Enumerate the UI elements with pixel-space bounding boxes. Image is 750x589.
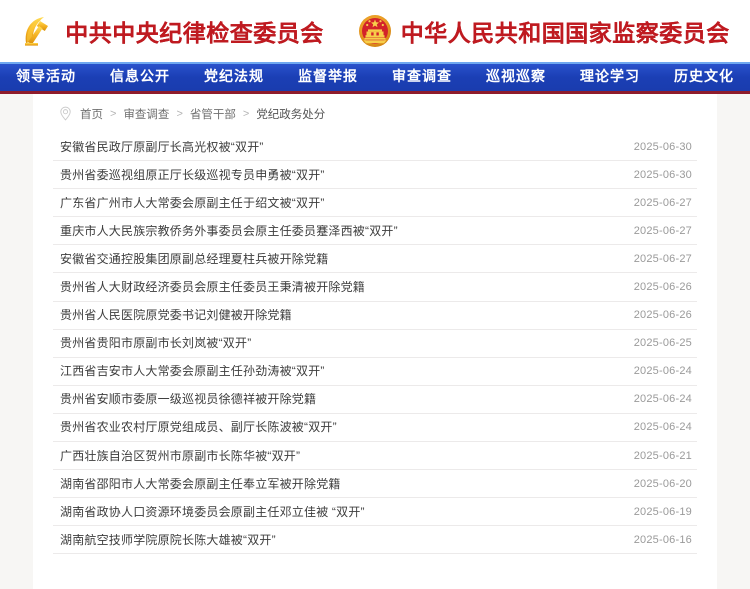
news-title: 广西壮族自治区贺州市原副市长陈华被“双开” [60, 449, 301, 462]
news-list-item[interactable]: 贵州省农业农村厅原党组成员、副厅长陈波被“双开” 2025-06-24 [53, 414, 697, 443]
news-title: 贵州省贵阳市原副市长刘岚被“双开” [60, 337, 252, 350]
org-nat-title: 中华人民共和国国家监察委员会 [401, 14, 730, 48]
news-date: 2025-06-27 [633, 224, 692, 237]
news-title: 贵州省委巡视组原正厅长级巡视专员申勇被“双开” [60, 168, 325, 181]
content-card: 首页 > 审查调查 > 省管干部 > 党纪政务处分 安徽省民政厅原副厅长高光权被… [33, 94, 717, 589]
news-list-item[interactable]: 湖南省政协人口资源环境委员会原副主任邓立佳被 “双开” 2025-06-19 [53, 498, 697, 527]
nav-item-theory[interactable]: 理论学习 [580, 70, 640, 85]
breadcrumb-item-provincial-cadres[interactable]: 省管干部 [189, 108, 236, 121]
nav-item-inspection[interactable]: 巡视巡察 [486, 70, 546, 85]
org-cpc[interactable]: 中共中央纪律检查委员会 [20, 13, 324, 49]
news-title: 安徽省交通控股集团原副总经理夏柱兵被开除党籍 [60, 252, 329, 265]
news-date: 2025-06-21 [633, 449, 692, 462]
news-date: 2025-06-26 [633, 309, 692, 322]
site-masthead: 中共中央纪律检查委员会 [0, 0, 750, 62]
news-list-item[interactable]: 湖南航空技师学院原院长陈大雄被“双开” 2025-06-16 [53, 526, 697, 555]
org-cpc-title: 中共中央纪律检查委员会 [65, 14, 324, 48]
news-list-item[interactable]: 广东省广州市人大常委会原副主任于绍文被“双开” 2025-06-27 [53, 189, 697, 218]
news-date: 2025-06-27 [633, 196, 692, 209]
news-list-item[interactable]: 贵州省人民医院原党委书记刘健被开除党籍 2025-06-26 [53, 302, 697, 330]
news-title: 贵州省安顺市委原一级巡视员徐德祥被开除党籍 [60, 393, 317, 406]
news-date: 2025-06-24 [633, 393, 692, 406]
news-list-item[interactable]: 贵州省安顺市委原一级巡视员徐德祥被开除党籍 2025-06-24 [53, 386, 697, 414]
breadcrumb-separator: > [110, 107, 117, 120]
news-list-item[interactable]: 江西省吉安市人大常委会原副主任孙劲涛被“双开” 2025-06-24 [53, 358, 697, 386]
news-list-item[interactable]: 广西壮族自治区贺州市原副市长陈华被“双开” 2025-06-21 [53, 442, 697, 471]
nav-item-disclosure[interactable]: 信息公开 [110, 70, 170, 85]
nav-item-history[interactable]: 历史文化 [674, 70, 734, 85]
news-title: 湖南航空技师学院原院长陈大雄被“双开” [60, 533, 276, 546]
nav-item-investigation[interactable]: 审查调查 [392, 70, 452, 85]
breadcrumb-item-investigation[interactable]: 审查调查 [123, 108, 170, 121]
national-emblem-icon [358, 14, 392, 48]
news-title: 贵州省人民医院原党委书记刘健被开除党籍 [60, 309, 292, 322]
content-wrapper: 首页 > 审查调查 > 省管干部 > 党纪政务处分 安徽省民政厅原副厅长高光权被… [0, 94, 750, 589]
news-date: 2025-06-25 [633, 337, 692, 350]
breadcrumb-separator: > [176, 107, 183, 120]
news-title: 重庆市人大民族宗教侨务外事委员会原主任委员蹇泽西被“双开” [60, 224, 398, 237]
news-title: 贵州省人大财政经济委员会原主任委员王秉清被开除党籍 [60, 281, 366, 294]
breadcrumb: 首页 > 审查调查 > 省管干部 > 党纪政务处分 [51, 94, 699, 133]
news-date: 2025-06-20 [633, 477, 692, 490]
news-title: 贵州省农业农村厅原党组成员、副厅长陈波被“双开” [60, 421, 337, 434]
main-navigation: 领导活动 信息公开 党纪法规 监督举报 审查调查 巡视巡察 理论学习 历史文化 [0, 62, 750, 94]
news-list-item[interactable]: 贵州省人大财政经济委员会原主任委员王秉清被开除党籍 2025-06-26 [53, 273, 697, 302]
news-title: 安徽省民政厅原副厅长高光权被“双开” [60, 140, 264, 153]
news-list-item[interactable]: 贵州省委巡视组原正厅长级巡视专员申勇被“双开” 2025-06-30 [53, 161, 697, 190]
news-title: 湖南省邵阳市人大常委会原副主任奉立军被开除党籍 [60, 477, 341, 490]
org-nat[interactable]: 中华人民共和国国家监察委员会 [358, 14, 730, 48]
breadcrumb-item-disciplinary-actions: 党纪政务处分 [256, 108, 326, 121]
location-pin-icon [58, 106, 73, 121]
news-list-item[interactable]: 安徽省交通控股集团原副总经理夏柱兵被开除党籍 2025-06-27 [53, 245, 697, 274]
news-title: 江西省吉安市人大常委会原副主任孙劲涛被“双开” [60, 365, 325, 378]
news-list-item[interactable]: 湖南省邵阳市人大常委会原副主任奉立军被开除党籍 2025-06-20 [53, 470, 697, 499]
breadcrumb-item-home[interactable]: 首页 [80, 108, 103, 121]
nav-item-regulations[interactable]: 党纪法规 [204, 70, 264, 85]
news-list-item[interactable]: 重庆市人大民族宗教侨务外事委员会原主任委员蹇泽西被“双开” 2025-06-27 [53, 217, 697, 246]
news-date: 2025-06-19 [633, 505, 692, 518]
news-date: 2025-06-27 [633, 252, 692, 265]
nav-item-reporting[interactable]: 监督举报 [298, 70, 358, 85]
news-title: 广东省广州市人大常委会原副主任于绍文被“双开” [60, 196, 325, 209]
news-date: 2025-06-30 [633, 168, 692, 181]
news-list-item[interactable]: 贵州省贵阳市原副市长刘岚被“双开” 2025-06-25 [53, 330, 697, 358]
news-date: 2025-06-26 [633, 281, 692, 294]
news-list-item[interactable]: 安徽省民政厅原副厅长高光权被“双开” 2025-06-30 [53, 133, 697, 162]
news-list: 安徽省民政厅原副厅长高光权被“双开” 2025-06-30 贵州省委巡视组原正厅… [51, 133, 699, 555]
news-title: 湖南省政协人口资源环境委员会原副主任邓立佳被 “双开” [60, 505, 365, 518]
breadcrumb-separator: > [242, 107, 250, 120]
news-date: 2025-06-24 [633, 365, 692, 378]
hammer-and-sickle-emblem-icon [20, 13, 56, 49]
news-date: 2025-06-24 [633, 421, 692, 434]
news-date: 2025-06-30 [633, 140, 692, 153]
nav-item-leadership[interactable]: 领导活动 [16, 70, 76, 85]
news-date: 2025-06-16 [633, 533, 692, 546]
